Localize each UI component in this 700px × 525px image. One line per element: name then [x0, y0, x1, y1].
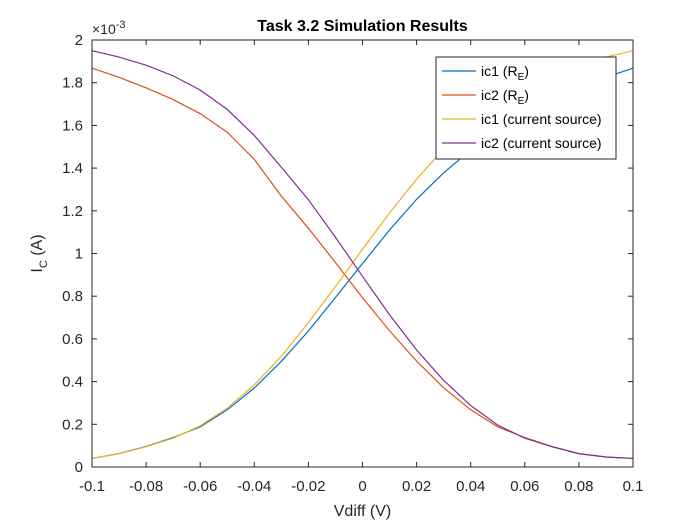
y-axis-label: IC (A) [29, 234, 50, 272]
y-tick-label: 1.8 [62, 75, 83, 92]
x-tick-label: 0.08 [564, 478, 593, 495]
x-tick-label: -0.1 [79, 478, 105, 495]
axis-ticks: -0.1 -0.08 -0.06 -0.04 -0.02 0 0.02 0.04 0.06 0.0… [62, 32, 643, 495]
y-tick-label: 2 [75, 32, 83, 49]
legend-label-1: ic1 (RE) [481, 63, 529, 83]
y-tick-label: 0.2 [62, 416, 83, 433]
y-axis-exponent-label: ×10-3 [92, 19, 126, 37]
x-tick-label: 0.04 [456, 478, 485, 495]
x-axis-label: Vdiff (V) [334, 503, 392, 520]
y-tick-label: 0.4 [62, 374, 83, 391]
y-axis-label-subscript: C [38, 260, 50, 268]
chart-title: Task 3.2 Simulation Results [257, 18, 468, 35]
legend-label-3: ic1 (current source) [481, 111, 602, 127]
y-tick-label: 1 [75, 246, 83, 263]
y-axis-label-unit: (A) [29, 234, 46, 260]
x-tick-label: 0.06 [510, 478, 539, 495]
y-axis-label-main: I [29, 268, 46, 272]
y-tick-label: 1.6 [62, 117, 83, 134]
series-line-4 [91, 50, 634, 460]
y-tick-label: 0 [75, 459, 83, 476]
y-tick-label: 1.2 [62, 203, 83, 220]
x-tick-label: 0 [358, 478, 366, 495]
x-tick-label: 0.02 [402, 478, 431, 495]
legend: ic1 (RE) ic2 (RE) ic1 (current source) ic2 … [435, 56, 617, 160]
x-tick-label: -0.08 [129, 478, 163, 495]
legend-label-4: ic2 (current source) [481, 135, 602, 151]
y-tick-label: 1.4 [62, 160, 83, 177]
x-tick-label: -0.06 [183, 478, 217, 495]
x-tick-label: -0.04 [237, 478, 271, 495]
legend-box [435, 56, 617, 160]
y-tick-label: 0.6 [62, 331, 83, 348]
y-tick-label: 0.8 [62, 288, 83, 305]
y-exponent-power: -3 [116, 19, 126, 31]
y-exponent-prefix: ×10 [92, 21, 116, 37]
legend-label-2: ic2 (RE) [481, 87, 529, 107]
x-tick-label: 0.1 [623, 478, 644, 495]
x-tick-label: -0.02 [291, 478, 325, 495]
